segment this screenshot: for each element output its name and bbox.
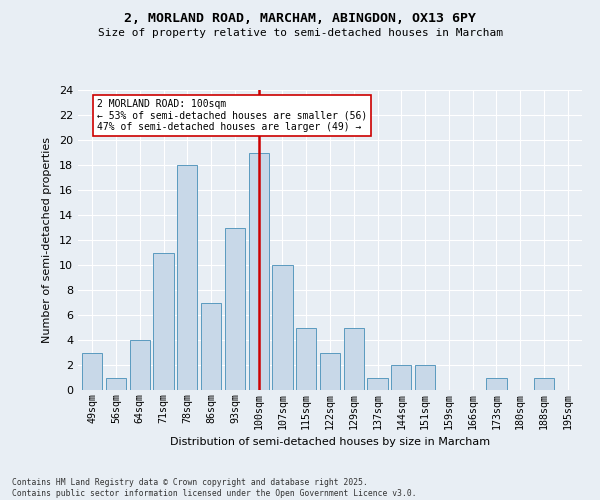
Bar <box>225 228 245 390</box>
Bar <box>415 365 435 390</box>
Bar <box>248 152 269 390</box>
Bar <box>272 265 293 390</box>
Bar <box>534 378 554 390</box>
Bar <box>106 378 126 390</box>
Bar <box>154 252 173 390</box>
Bar <box>391 365 412 390</box>
Bar <box>344 328 364 390</box>
Text: Contains HM Land Registry data © Crown copyright and database right 2025.
Contai: Contains HM Land Registry data © Crown c… <box>12 478 416 498</box>
X-axis label: Distribution of semi-detached houses by size in Marcham: Distribution of semi-detached houses by … <box>170 437 490 447</box>
Text: 2 MORLAND ROAD: 100sqm
← 53% of semi-detached houses are smaller (56)
47% of sem: 2 MORLAND ROAD: 100sqm ← 53% of semi-det… <box>97 99 367 132</box>
Bar <box>296 328 316 390</box>
Text: Size of property relative to semi-detached houses in Marcham: Size of property relative to semi-detach… <box>97 28 503 38</box>
Bar <box>82 352 103 390</box>
Y-axis label: Number of semi-detached properties: Number of semi-detached properties <box>42 137 52 343</box>
Text: 2, MORLAND ROAD, MARCHAM, ABINGDON, OX13 6PY: 2, MORLAND ROAD, MARCHAM, ABINGDON, OX13… <box>124 12 476 26</box>
Bar <box>130 340 150 390</box>
Bar <box>320 352 340 390</box>
Bar <box>487 378 506 390</box>
Bar <box>177 165 197 390</box>
Bar <box>367 378 388 390</box>
Bar <box>201 302 221 390</box>
